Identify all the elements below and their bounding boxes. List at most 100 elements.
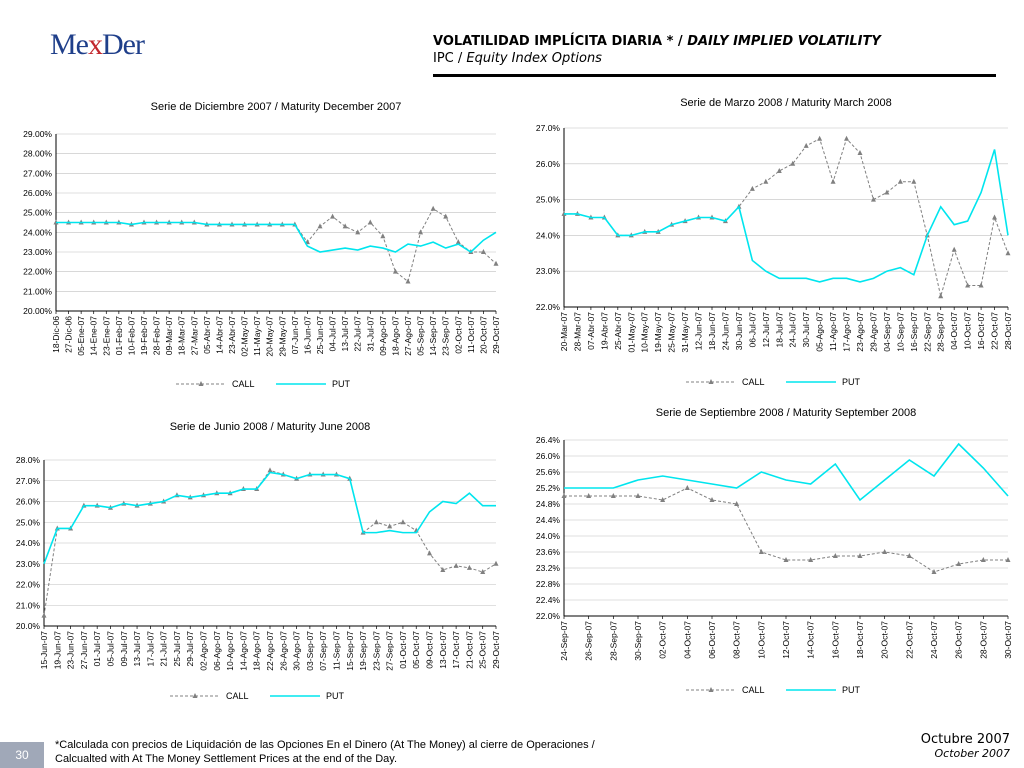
call-point (830, 178, 836, 184)
y-tick-label: 25.00% (23, 208, 52, 218)
x-tick-label: 19-Feb-07 (139, 316, 149, 355)
x-tick-label: 26-Ago-07 (278, 631, 288, 671)
x-tick-label: 22-Sep-07 (922, 312, 932, 352)
x-tick-label: 15-Sep-07 (345, 631, 355, 671)
y-tick-label: 24.0% (536, 531, 561, 541)
legend-put-label: PUT (326, 691, 345, 701)
call-point (882, 549, 888, 554)
call-point (776, 167, 782, 173)
x-tick-label: 20-Oct-07 (880, 621, 890, 659)
x-tick-label: 11-Ago-07 (828, 312, 838, 351)
x-tick-label: 18-Jul-07 (774, 312, 784, 348)
x-tick-label: 23-Sep-07 (371, 631, 381, 671)
call-point (317, 223, 323, 229)
x-tick-label: 27-Sep-07 (385, 631, 395, 671)
legend-call-label: CALL (232, 379, 255, 389)
call-point (844, 135, 850, 141)
x-tick-label: 28-Mar-07 (572, 312, 582, 351)
call-point (783, 557, 789, 562)
x-tick-label: 22-Ago-07 (265, 631, 275, 671)
x-tick-label: 23-Ene-07 (101, 316, 111, 356)
x-tick-label: 20-Oct-07 (478, 316, 488, 354)
x-tick-label: 08-Oct-07 (732, 621, 742, 659)
x-tick-label: 10-Sep-07 (895, 312, 905, 352)
x-tick-label: 27-Mar-07 (189, 316, 199, 355)
report-date-en: October 2007 (934, 747, 1010, 760)
x-tick-label: 29-Ago-07 (868, 312, 878, 352)
x-tick-label: 30-Ago-07 (292, 631, 302, 671)
x-tick-label: 04-Oct-07 (682, 621, 692, 659)
x-tick-label: 25-May-07 (667, 312, 677, 353)
chart-march-2008: Serie de Marzo 2008 / Maturity March 200… (512, 92, 1024, 392)
page-subtitle: IPC / Equity Index Options (433, 51, 602, 66)
call-point (1005, 557, 1011, 562)
x-tick-label: 02-May-07 (240, 316, 250, 357)
x-tick-label: 14-Ene-07 (89, 316, 99, 356)
call-point (749, 185, 755, 191)
chart-title: Serie de Marzo 2008 / Maturity March 200… (680, 97, 892, 109)
x-tick-label: 26-Sep-07 (584, 621, 594, 661)
call-point (684, 485, 690, 490)
y-tick-label: 26.0% (536, 159, 561, 169)
x-tick-label: 20-May-07 (265, 316, 275, 357)
legend-put-label: PUT (842, 685, 861, 695)
x-tick-label: 15-Jun-07 (39, 631, 49, 670)
call-point (790, 160, 796, 166)
x-tick-label: 05-Oct-07 (411, 631, 421, 669)
x-tick-label: 10-Ago-07 (225, 631, 235, 671)
footnote-line-2: Calcualted with At The Money Settlement … (55, 753, 397, 765)
x-tick-label: 06-Ago-07 (212, 631, 222, 671)
x-tick-label: 05-Abr-07 (202, 316, 212, 354)
series-line-put (56, 221, 497, 254)
y-tick-label: 26.0% (536, 451, 561, 461)
x-tick-label: 01-Oct-07 (398, 631, 408, 669)
x-tick-label: 02-Ago-07 (199, 631, 209, 671)
page-number: 30 (0, 742, 44, 768)
call-point (373, 519, 379, 525)
call-point (480, 569, 486, 575)
x-tick-label: 25-Oct-07 (478, 631, 488, 669)
call-point (758, 549, 764, 554)
call-point (355, 229, 361, 235)
x-tick-label: 30-Jun-07 (734, 312, 744, 351)
call-point (480, 249, 486, 254)
call-point (427, 550, 433, 556)
call-point (586, 493, 592, 498)
x-tick-label: 23-Jun-07 (66, 631, 76, 670)
chart-june-2008: Serie de Junio 2008 / Maturity June 2008… (0, 408, 510, 708)
call-point (443, 213, 449, 219)
call-point (734, 501, 740, 506)
x-tick-label: 27-Ago-07 (403, 316, 413, 356)
x-tick-label: 18-Jun-07 (707, 312, 717, 351)
y-tick-label: 24.4% (536, 515, 561, 525)
call-point (808, 557, 814, 562)
x-tick-label: 27-Dic-06 (64, 316, 74, 353)
call-point (980, 557, 986, 562)
series-line-put (564, 442, 1009, 502)
x-tick-label: 29-May-07 (277, 316, 287, 357)
x-tick-label: 16-Oct-07 (976, 312, 986, 350)
x-tick-label: 28-Sep-07 (936, 312, 946, 352)
y-tick-label: 27.0% (536, 123, 561, 133)
series-line-call (564, 137, 1009, 297)
x-tick-label: 19-May-07 (653, 312, 663, 353)
x-tick-label: 11-Oct-07 (466, 316, 476, 353)
call-point (455, 239, 461, 245)
x-tick-label: 05-Ago-07 (815, 312, 825, 352)
call-point (41, 612, 47, 618)
x-tick-label: 28-Sep-07 (608, 621, 618, 661)
x-tick-label: 01-May-07 (626, 312, 636, 353)
x-tick-label: 14-Sep-07 (428, 316, 438, 356)
x-tick-label: 23-Ago-07 (855, 312, 865, 352)
x-tick-label: 29-Jul-07 (185, 631, 195, 667)
x-tick-label: 14-Oct-07 (806, 621, 816, 659)
x-tick-label: 04-Oct-07 (949, 312, 959, 350)
x-tick-label: 28-Oct-07 (1003, 312, 1013, 350)
x-tick-label: 23-Abr-07 (227, 316, 237, 354)
call-point (938, 293, 944, 299)
x-tick-label: 16-Sep-07 (909, 312, 919, 352)
call-point (817, 135, 823, 141)
x-tick-label: 30-Jul-07 (801, 312, 811, 348)
x-tick-label: 11-May-07 (252, 316, 262, 356)
y-tick-label: 21.0% (16, 600, 41, 610)
